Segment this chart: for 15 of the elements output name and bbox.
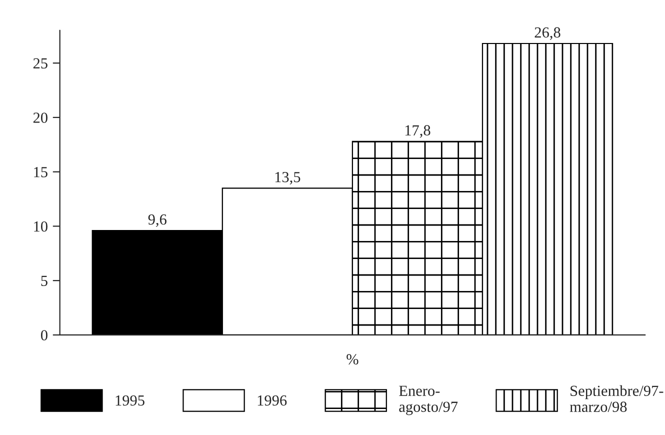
y-tick-label: 15 [34, 167, 48, 178]
data-label: 26,8 [534, 27, 560, 40]
data-label: 9,6 [148, 214, 166, 227]
y-tick-label: 20 [33, 112, 48, 123]
y-tick-label: 10 [34, 221, 48, 232]
y-tick-label: 5 [41, 276, 48, 286]
legend-label: Septiembre/97- marzo/98 [570, 385, 664, 412]
x-tick-label: % [346, 354, 358, 364]
data-label: 13,5 [275, 172, 300, 184]
legend-label: 1995 [116, 395, 144, 406]
legend-label: Enero- agosto/97 [399, 386, 458, 416]
legend-label: 1996 [258, 395, 287, 406]
y-tick-label: 25 [33, 58, 48, 69]
data-label: 17,8 [405, 125, 430, 138]
y-tick-label: 0 [40, 330, 48, 340]
